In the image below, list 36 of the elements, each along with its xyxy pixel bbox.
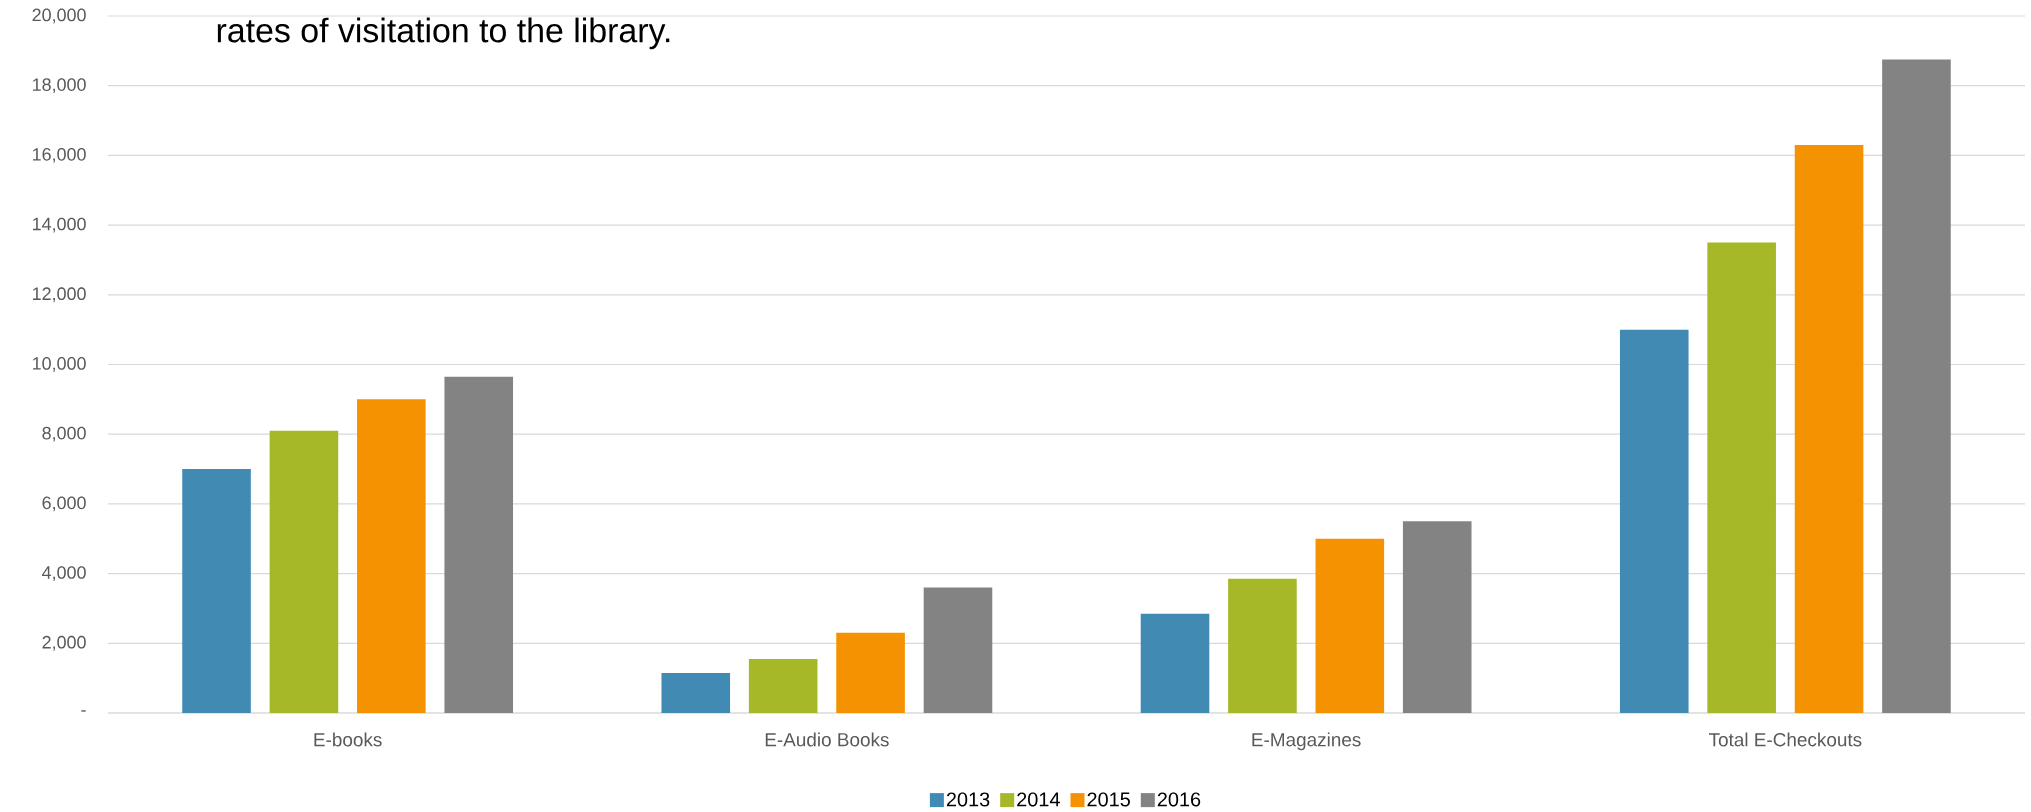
bar: [1882, 59, 1951, 714]
bar: [357, 399, 426, 714]
bar: [1228, 578, 1297, 714]
bar: [1315, 538, 1385, 714]
bar: [1794, 145, 1864, 714]
y-tick-label: -: [81, 710, 86, 712]
bar: [269, 430, 339, 714]
bar: [1402, 521, 1472, 714]
annotation: rates of visitation to the library.: [217, 17, 670, 50]
bar: [836, 632, 905, 714]
x-tick-label: Total E-Checkouts: [1708, 732, 1862, 747]
y-tick-label: 10,000: [33, 357, 86, 372]
y-tick-label: 18,000: [33, 78, 86, 94]
bar: [1619, 329, 1689, 714]
bar: [923, 587, 993, 714]
legend-label: 2016: [1157, 792, 1201, 807]
y-tick-label: 6,000: [42, 496, 86, 512]
bar: [444, 376, 514, 714]
bar: [182, 469, 251, 714]
legend-label: 2014: [1017, 792, 1060, 807]
bar: [748, 659, 818, 714]
bar: [1140, 613, 1210, 714]
legend-label: 2013: [946, 792, 990, 807]
x-tick-label: E-Magazines: [1252, 732, 1361, 751]
bar: [1707, 242, 1776, 714]
x-tick-label: E-Audio Books: [765, 732, 889, 747]
bar: [661, 673, 731, 714]
y-tick-label: 20,000: [32, 8, 86, 24]
y-tick-label: 12,000: [33, 287, 86, 303]
y-tick-label: 4,000: [42, 566, 86, 582]
y-tick-label: 2,000: [42, 635, 86, 651]
y-tick-label: 16,000: [33, 148, 86, 163]
y-tick-label: 8,000: [42, 426, 86, 442]
legend-label: 2015: [1087, 792, 1130, 807]
y-tick-label: 14,000: [33, 217, 86, 233]
x-tick-label: E-books: [314, 732, 382, 747]
